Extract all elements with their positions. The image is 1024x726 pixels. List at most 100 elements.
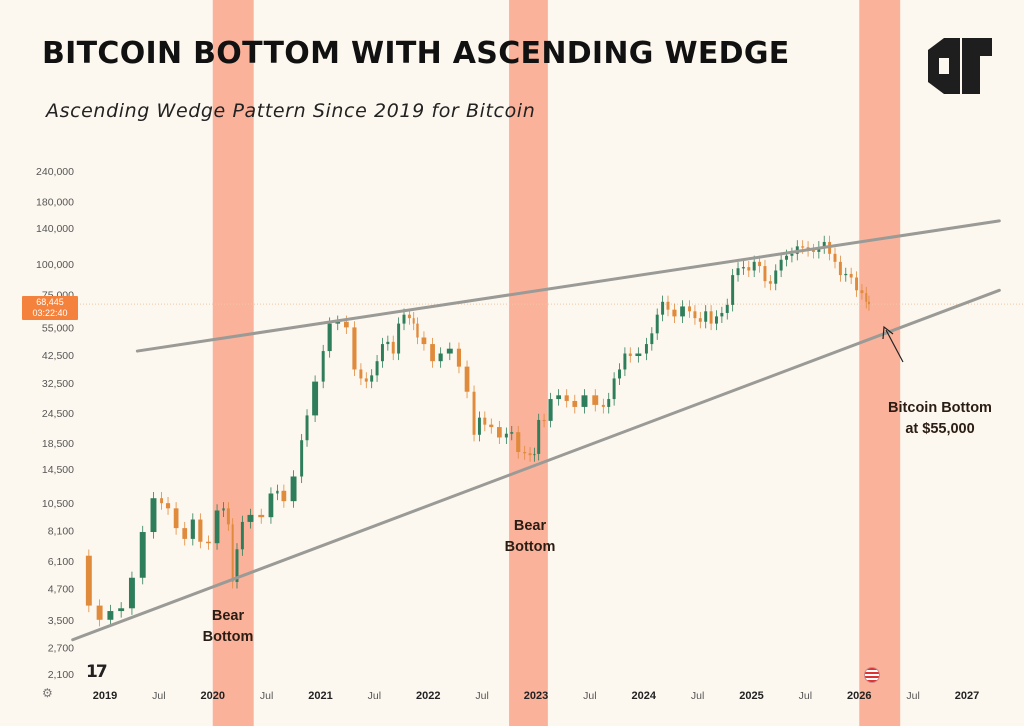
candle-body bbox=[741, 267, 745, 269]
y-tick-label: 2,100 bbox=[48, 669, 74, 681]
candle-body bbox=[736, 268, 740, 276]
candle-body bbox=[581, 395, 588, 407]
candle-body bbox=[386, 341, 390, 345]
candle-body bbox=[865, 293, 868, 302]
x-tick-label: Jul bbox=[475, 690, 488, 702]
candle-body bbox=[240, 521, 244, 550]
candle-body bbox=[572, 400, 578, 407]
candle-body bbox=[822, 241, 826, 248]
candle-body bbox=[556, 395, 561, 400]
candle-body bbox=[412, 318, 415, 324]
candle-body bbox=[607, 399, 611, 407]
us-flag-icon bbox=[864, 667, 880, 683]
candle-body bbox=[489, 424, 494, 428]
candle-body bbox=[190, 519, 195, 539]
candle-body bbox=[276, 490, 279, 494]
y-tick-label: 18,500 bbox=[42, 438, 74, 450]
dlt-logo-icon bbox=[928, 38, 992, 94]
bear-bottom-label-2022: Bear Bottom bbox=[498, 516, 562, 558]
x-tick-label: Jul bbox=[583, 690, 596, 702]
y-tick-label: 2,700 bbox=[48, 642, 74, 654]
candle-body bbox=[312, 381, 319, 416]
annotation-line: Bear bbox=[513, 518, 547, 534]
candle-body bbox=[222, 508, 225, 511]
candle-body bbox=[198, 519, 203, 542]
candle-body bbox=[592, 395, 599, 405]
candle-body bbox=[714, 316, 718, 324]
page-title: BITCOIN BOTTOM WITH ASCENDING WEDGE bbox=[42, 36, 790, 71]
candle-body bbox=[150, 498, 157, 533]
candle-body bbox=[335, 321, 341, 324]
candle-body bbox=[655, 314, 659, 334]
candle-body bbox=[516, 432, 521, 453]
candle-body bbox=[623, 353, 627, 370]
x-tick-label: Jul bbox=[799, 690, 812, 702]
candle-body bbox=[464, 366, 470, 392]
bottom-arrow-head bbox=[882, 325, 894, 340]
candle-body bbox=[504, 433, 508, 438]
candle-body bbox=[352, 327, 357, 370]
candle-body bbox=[321, 351, 325, 382]
annotation-line: Bitcoin Bottom bbox=[888, 400, 992, 416]
candle-body bbox=[510, 432, 514, 434]
candle-body bbox=[801, 246, 805, 248]
annotation-line: at $55,000 bbox=[905, 421, 975, 437]
candle-body bbox=[421, 337, 427, 345]
candle-body bbox=[173, 508, 179, 529]
candle-body bbox=[768, 281, 772, 284]
x-tick-label: Jul bbox=[368, 690, 381, 702]
candle-body bbox=[96, 605, 103, 620]
x-tick-label: 2027 bbox=[955, 690, 979, 702]
candle-body bbox=[747, 267, 751, 271]
candle-body bbox=[343, 321, 349, 328]
annotation-line: Bottom bbox=[504, 539, 556, 555]
candle-body bbox=[698, 318, 702, 322]
candle-body bbox=[300, 440, 304, 477]
candle-body bbox=[523, 452, 527, 454]
candle-body bbox=[226, 508, 230, 525]
y-tick-label: 3,500 bbox=[48, 615, 74, 627]
y-tick-label: 24,500 bbox=[42, 408, 74, 420]
candle-body bbox=[446, 348, 453, 354]
candle-body bbox=[537, 419, 541, 454]
candle-body bbox=[281, 490, 287, 502]
y-tick-label: 8,100 bbox=[48, 526, 74, 538]
candle-body bbox=[397, 323, 401, 354]
x-tick-label: Jul bbox=[260, 690, 273, 702]
bottom-arrow bbox=[885, 329, 904, 363]
x-tick-label: 2026 bbox=[847, 690, 871, 702]
candle-body bbox=[359, 369, 363, 379]
candle-body bbox=[612, 378, 616, 400]
y-tick-label: 55,000 bbox=[42, 322, 74, 334]
candle-body bbox=[650, 333, 654, 345]
candle-body bbox=[128, 577, 135, 609]
candle-body bbox=[644, 344, 648, 354]
candle-body bbox=[268, 493, 274, 518]
candle-body bbox=[258, 514, 265, 518]
candle-body bbox=[402, 314, 406, 324]
candle-body bbox=[680, 306, 685, 317]
candle-body bbox=[731, 275, 735, 305]
candle-body bbox=[785, 255, 789, 260]
bitcoin-bottom-label: Bitcoin Bottom at $55,000 bbox=[870, 398, 1010, 440]
candle-body bbox=[688, 306, 692, 312]
candle-body bbox=[214, 510, 220, 544]
candle-body bbox=[709, 311, 713, 324]
candle-body bbox=[472, 391, 476, 435]
gear-icon[interactable]: ⚙ bbox=[42, 686, 53, 700]
wedge-upper-line bbox=[135, 219, 1001, 353]
y-tick-label: 32,500 bbox=[42, 378, 74, 390]
x-tick-label: 2022 bbox=[416, 690, 440, 702]
current-price: 68,445 bbox=[36, 297, 64, 307]
candle-body bbox=[247, 514, 254, 522]
current-price-tag: 68,445 03:22:40 bbox=[22, 296, 78, 320]
candle-body bbox=[305, 415, 309, 441]
candle-body bbox=[206, 541, 211, 544]
candle-body bbox=[693, 311, 697, 319]
candle-body bbox=[720, 312, 724, 317]
candle-body bbox=[542, 419, 546, 422]
candle-body bbox=[725, 304, 729, 313]
candle-body bbox=[375, 361, 379, 376]
candle-body bbox=[118, 608, 125, 612]
y-tick-label: 240,000 bbox=[36, 166, 74, 178]
